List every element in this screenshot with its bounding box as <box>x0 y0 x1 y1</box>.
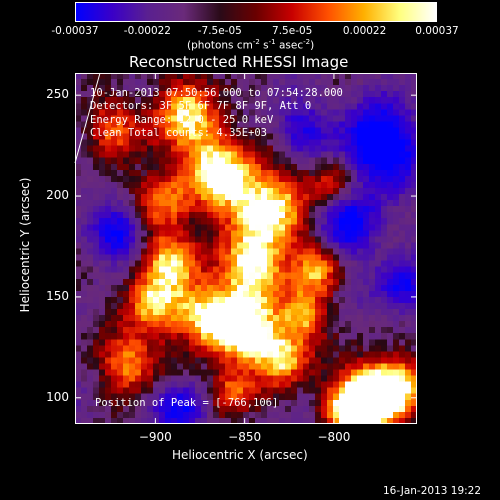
colorbar-fill <box>76 3 436 21</box>
unit-text: asec <box>275 39 304 52</box>
y-axis-title: Heliocentric Y (arcsec) <box>18 177 32 313</box>
unit-sup: -1 <box>268 38 276 46</box>
y-tick-label: 100 <box>46 389 69 404</box>
colorbar-unit-label: (photons cm-2 s-1 asec-2) <box>187 38 314 52</box>
info-detectors: Detectors: 3F 5F 6F 7F 8F 9F, Att 0 <box>90 100 312 113</box>
y-tick-label: 150 <box>46 288 69 303</box>
unit-sup: -2 <box>252 38 260 46</box>
unit-text: ) <box>310 39 315 52</box>
plot-frame <box>75 73 417 424</box>
colorbar <box>75 2 437 22</box>
colorbar-tick-label: 7.5e-05 <box>272 25 313 37</box>
tick-marks <box>75 73 417 424</box>
y-tick-label: 200 <box>46 188 69 203</box>
colorbar-tick-label: -0.00022 <box>123 25 171 37</box>
x-tick-label: −800 <box>317 430 351 444</box>
limb-line <box>74 72 101 164</box>
timestamp: 16-Jan-2013 19:22 <box>383 485 482 497</box>
colorbar-tick-label: 0.00022 <box>342 25 387 37</box>
unit-sup: -2 <box>303 38 311 46</box>
rhessi-image-panel <box>74 72 417 424</box>
colorbar-tick-label: -0.00037 <box>51 25 99 37</box>
info-energy-range: Energy Range: 12.0 - 25.0 keV <box>90 113 274 126</box>
y-tick-label: 250 <box>46 87 69 102</box>
x-tick-label: −900 <box>138 430 172 444</box>
x-tick-label: −850 <box>228 430 262 444</box>
observation-info: 10-Jan-2013 07:50:56.000 to 07:54:28.000… <box>90 87 343 141</box>
peak-position-label: Position of Peak = [-766,106] <box>95 397 279 409</box>
rhessi-image-map <box>75 73 417 424</box>
image-title: Reconstructed RHESSI Image <box>129 53 349 71</box>
unit-text: (photons cm <box>187 39 253 52</box>
info-clean-counts: Clean Total counts: 4.35E+03 <box>90 127 268 140</box>
colorbar-tick-label: -7.5e-05 <box>197 25 242 37</box>
image-overlay <box>74 72 417 424</box>
info-time-range: 10-Jan-2013 07:50:56.000 to 07:54:28.000 <box>90 87 343 99</box>
unit-text: s <box>259 39 269 52</box>
colorbar-tick-label: 0.00037 <box>415 25 459 37</box>
colorbar-gradient <box>76 3 436 21</box>
x-axis-title: Heliocentric X (arcsec) <box>172 448 308 462</box>
